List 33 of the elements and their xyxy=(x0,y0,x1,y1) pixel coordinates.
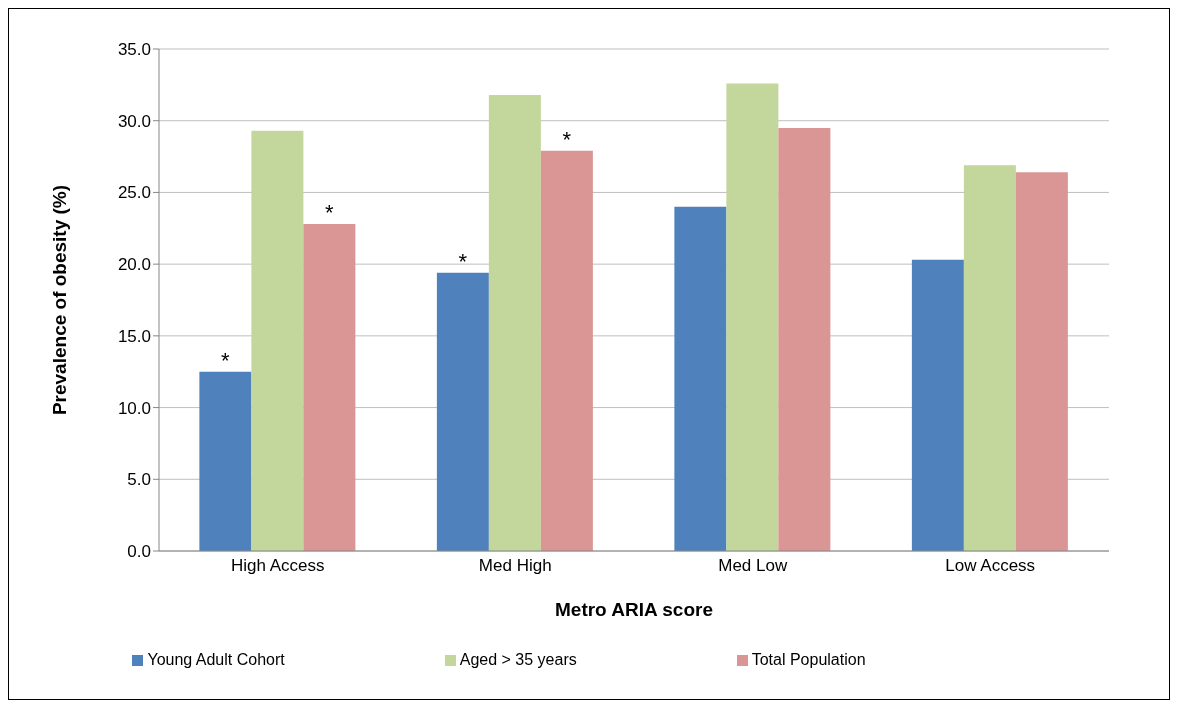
y-tick-label: 10.0 xyxy=(117,398,151,418)
data-label: * xyxy=(562,126,572,152)
x-tick-label: Low Access xyxy=(945,556,1036,576)
y-axis-title: Prevalence of obesity (%) xyxy=(48,184,70,416)
bar xyxy=(911,259,964,551)
data-label: * xyxy=(458,248,468,274)
x-axis-title: Metro ARIA score xyxy=(554,599,714,620)
x-tick-label: High Access xyxy=(230,556,325,576)
bar xyxy=(251,130,304,551)
bar xyxy=(778,127,831,551)
bar xyxy=(963,165,1016,551)
y-tick-label: 20.0 xyxy=(117,255,151,275)
y-tick-label: 35.0 xyxy=(117,40,151,60)
bar xyxy=(303,223,356,551)
y-tick-label: 5.0 xyxy=(127,470,151,490)
bar xyxy=(540,150,593,551)
y-tick-label: 0.0 xyxy=(127,542,151,562)
bar xyxy=(488,94,541,551)
y-tick-label: 25.0 xyxy=(117,183,151,203)
legend-label: Young Adult Cohort xyxy=(147,651,285,668)
x-tick-label: Med Low xyxy=(718,556,788,576)
x-tick-label: Med High xyxy=(478,556,552,576)
bar xyxy=(436,272,489,551)
y-tick-label: 15.0 xyxy=(117,326,151,346)
data-label: * xyxy=(325,199,335,225)
data-label: * xyxy=(221,347,231,373)
bar xyxy=(1015,172,1068,551)
bar xyxy=(199,371,252,551)
bar xyxy=(674,206,727,551)
y-tick-label: 30.0 xyxy=(117,111,151,131)
legend-label: Aged > 35 years xyxy=(459,651,577,668)
bar xyxy=(726,83,779,551)
legend-label: Total Population xyxy=(751,651,866,668)
